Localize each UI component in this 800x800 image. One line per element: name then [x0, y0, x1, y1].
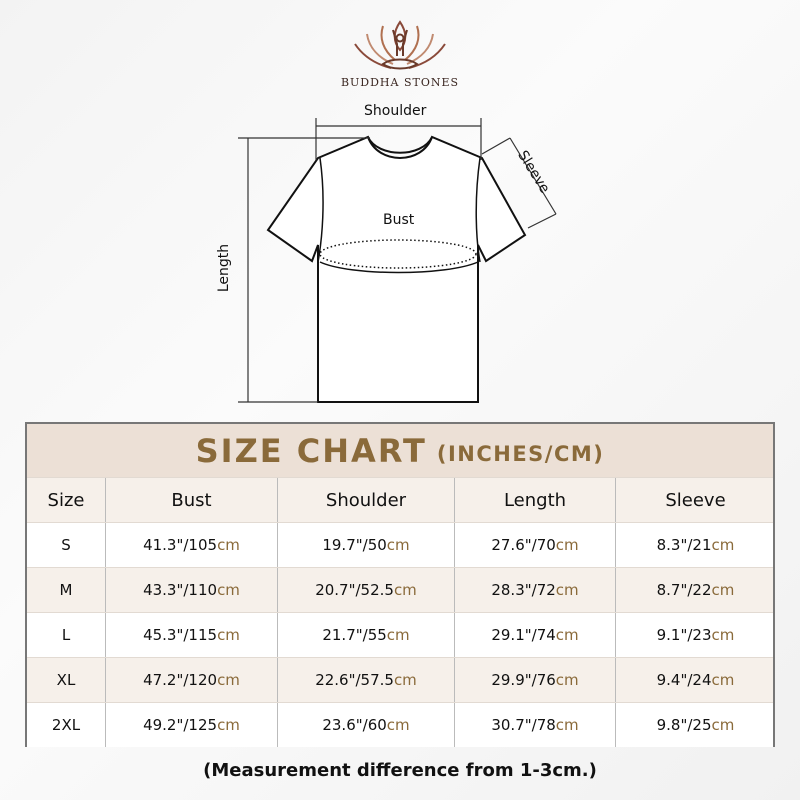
shoulder-value: 20.7"/52.5: [315, 581, 394, 599]
unit-cm: cm: [217, 536, 240, 554]
cell-size: M: [27, 568, 105, 612]
unit-cm: cm: [393, 671, 417, 689]
sleeve-value: 9.8"/25: [656, 716, 712, 734]
table-row: L 45.3"/115 cm 21.7"/55 cm 29.1"/74 cm 9.1"/23 c…: [27, 612, 773, 657]
size-chart-title: SIZE CHART (INCHES/CM): [27, 424, 773, 477]
cell-length: 30.7"/78 cm: [454, 703, 615, 747]
shoulder-value: 22.6"/57.5: [315, 671, 394, 689]
length-value: 29.1"/74: [491, 626, 556, 644]
length-value: 28.3"/72: [491, 581, 556, 599]
bust-value: 43.3"/110: [143, 581, 218, 599]
lotus-meditation-icon: [354, 20, 446, 70]
cell-sleeve: 8.3"/21 cm: [615, 523, 775, 567]
brand-logo: BUDDHA STONES: [340, 16, 460, 89]
unit-cm: cm: [386, 716, 410, 734]
col-header-length: Length: [454, 478, 615, 522]
unit-cm: cm: [555, 536, 579, 554]
sleeve-value: 9.1"/23: [656, 626, 712, 644]
cell-shoulder: 22.6"/57.5 cm: [277, 658, 454, 702]
sleeve-value: 9.4"/24: [656, 671, 712, 689]
table-row: S 41.3"/105 cm 19.7"/50 cm 27.6"/70 cm 8.3"/21 c…: [27, 522, 773, 567]
unit-cm: cm: [555, 581, 579, 599]
size-value: S: [61, 536, 71, 554]
cell-sleeve: 9.8"/25 cm: [615, 703, 775, 747]
cell-sleeve: 9.4"/24 cm: [615, 658, 775, 702]
cell-shoulder: 19.7"/50 cm: [277, 523, 454, 567]
col-header-size: Size: [47, 489, 85, 511]
sleeve-value: 8.3"/21: [656, 536, 712, 554]
cell-size: L: [27, 613, 105, 657]
unit-cm: cm: [711, 716, 735, 734]
measurement-note: (Measurement difference from 1-3cm.): [203, 760, 597, 781]
unit-cm: cm: [217, 716, 240, 734]
unit-cm: cm: [217, 581, 240, 599]
table-row: M 43.3"/110 cm 20.7"/52.5 cm 28.3"/72 cm 8.7"/2…: [27, 567, 773, 612]
cell-shoulder: 23.6"/60 cm: [277, 703, 454, 747]
shoulder-value: 21.7"/55: [322, 626, 387, 644]
cell-length: 29.9"/76 cm: [454, 658, 615, 702]
bust-value: 45.3"/115: [143, 626, 218, 644]
tshirt-outline: [238, 118, 557, 403]
col-header-bust: Bust: [105, 478, 277, 522]
unit-cm: cm: [217, 671, 240, 689]
cell-size: S: [27, 523, 105, 567]
bust-value: 47.2"/120: [143, 671, 218, 689]
cell-length: 27.6"/70 cm: [454, 523, 615, 567]
unit-cm: cm: [711, 671, 735, 689]
title-text: SIZE CHART: [195, 431, 427, 470]
cell-size: XL: [27, 658, 105, 702]
size-value: M: [59, 581, 73, 599]
length-value: 27.6"/70: [491, 536, 556, 554]
tshirt-diagram: Shoulder Bust Length Sleeve: [216, 103, 557, 403]
cell-shoulder: 20.7"/52.5 cm: [277, 568, 454, 612]
cell-length: 29.1"/74 cm: [454, 613, 615, 657]
bust-label: Bust: [383, 212, 415, 228]
shoulder-label: Shoulder: [364, 103, 427, 119]
unit-cm: cm: [555, 671, 579, 689]
bust-value: 41.3"/105: [143, 536, 218, 554]
unit-cm: cm: [555, 716, 579, 734]
unit-cm: cm: [711, 626, 735, 644]
shoulder-value: 23.6"/60: [322, 716, 387, 734]
col-header-shoulder: Shoulder: [277, 478, 454, 522]
col-header-sleeve: Sleeve: [615, 478, 775, 522]
unit-cm: cm: [711, 581, 735, 599]
cell-bust: 49.2"/125 cm: [105, 703, 277, 747]
length-value: 30.7"/78: [491, 716, 556, 734]
length-value: 29.9"/76: [491, 671, 556, 689]
shoulder-value: 19.7"/50: [322, 536, 387, 554]
table-header-row: Size Bust Shoulder Length Sleeve: [27, 477, 773, 522]
size-value: 2XL: [51, 716, 81, 734]
unit-cm: cm: [393, 581, 417, 599]
cell-bust: 47.2"/120 cm: [105, 658, 277, 702]
unit-cm: cm: [386, 536, 410, 554]
unit-cm: cm: [386, 626, 410, 644]
cell-bust: 41.3"/105 cm: [105, 523, 277, 567]
cell-length: 28.3"/72 cm: [454, 568, 615, 612]
table-row: XL 47.2"/120 cm 22.6"/57.5 cm 29.9"/76 cm 9.4"/…: [27, 657, 773, 702]
unit-cm: cm: [217, 626, 240, 644]
table-row: 2XL 49.2"/125 cm 23.6"/60 cm 30.7"/78 cm 9.8"/2…: [27, 702, 773, 747]
brand-name: BUDDHA STONES: [340, 76, 460, 89]
unit-cm: cm: [711, 536, 735, 554]
cell-bust: 45.3"/115 cm: [105, 613, 277, 657]
length-label: Length: [216, 243, 233, 293]
cell-bust: 43.3"/110 cm: [105, 568, 277, 612]
cell-sleeve: 8.7"/22 cm: [615, 568, 775, 612]
title-units: (INCHES/CM): [436, 441, 605, 466]
cell-shoulder: 21.7"/55 cm: [277, 613, 454, 657]
size-value: XL: [56, 671, 76, 689]
cell-size: 2XL: [27, 703, 105, 747]
cell-sleeve: 9.1"/23 cm: [615, 613, 775, 657]
size-value: L: [61, 626, 71, 644]
sleeve-value: 8.7"/22: [656, 581, 712, 599]
size-chart-table: SIZE CHART (INCHES/CM) Size Bust Shoulde…: [25, 422, 775, 747]
bust-value: 49.2"/125: [143, 716, 218, 734]
unit-cm: cm: [555, 626, 579, 644]
